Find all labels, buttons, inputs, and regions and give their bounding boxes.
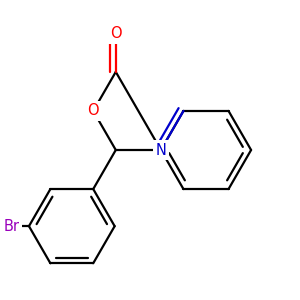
Text: O: O (110, 26, 122, 41)
Text: N: N (155, 142, 166, 158)
Text: O: O (87, 103, 99, 118)
Text: Br: Br (4, 219, 20, 234)
